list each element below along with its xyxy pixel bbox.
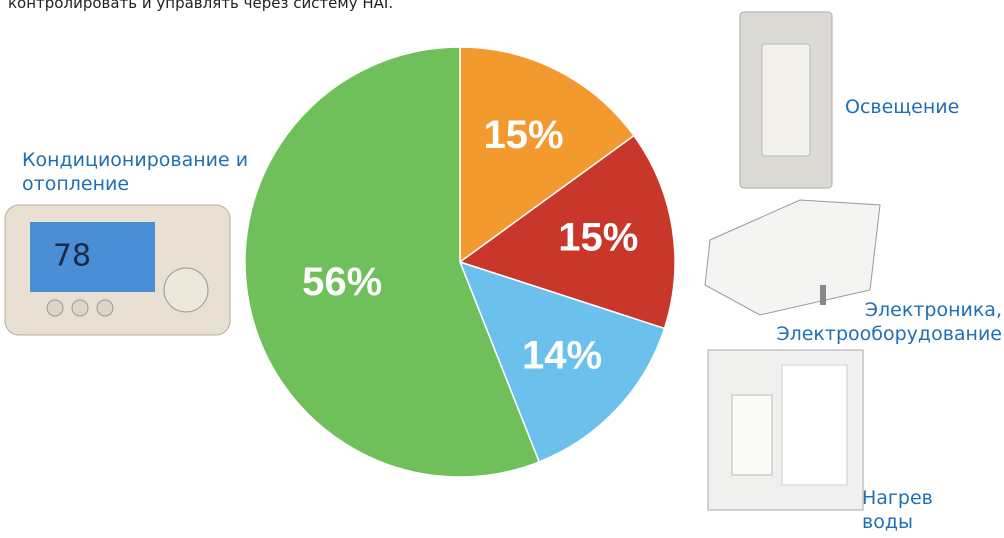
legend-label: Нагрев воды <box>862 486 942 534</box>
device-thermostat: 78 <box>5 205 230 335</box>
page: 78 15% 15% 14% 56% контролировать и управля… <box>0 0 1004 538</box>
chart: 78 15% 15% 14% 56% <box>0 0 1004 538</box>
value-label: 56% <box>302 260 382 304</box>
pie: 15% 15% 14% 56% <box>245 47 675 477</box>
value-label: 14% <box>522 333 602 377</box>
thermostat-display: 78 <box>53 239 91 274</box>
legend-label: Электроника, Электрооборудование <box>752 298 1002 346</box>
device-box <box>708 350 863 510</box>
value-label: 15% <box>484 113 564 157</box>
device-switch <box>740 12 832 188</box>
header-text: контролировать и управлять через систему… <box>8 0 393 12</box>
value-label: 15% <box>558 216 638 260</box>
legend-label: Кондиционирование и отопление <box>22 148 262 196</box>
legend-label: Освещение <box>845 95 959 119</box>
